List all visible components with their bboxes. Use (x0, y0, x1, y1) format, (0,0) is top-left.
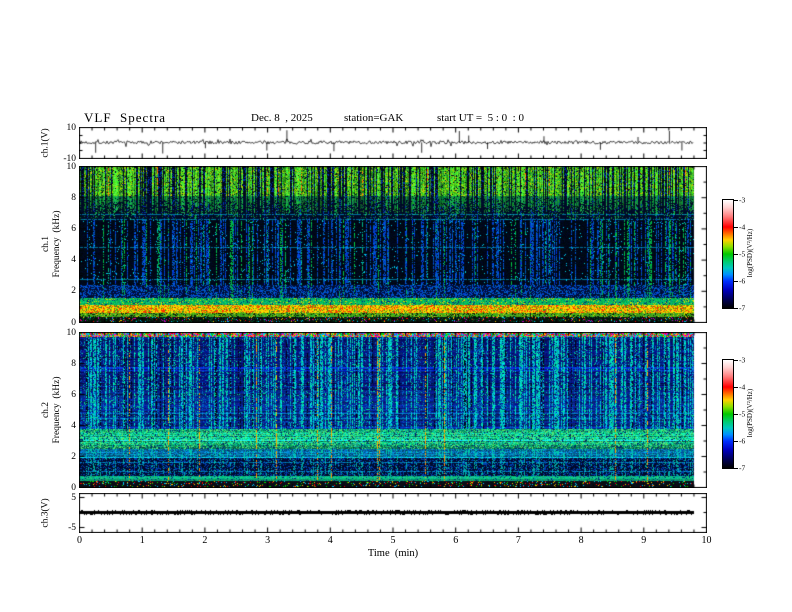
x-tick-label: 9 (641, 535, 647, 546)
colorbar-tick-label: -6 (739, 436, 746, 445)
y-tick-label: 8 (71, 192, 76, 203)
ch1-waveform-canvas (79, 127, 707, 159)
colorbar-label-ch1: log(PSD)(V²/Hz) (746, 228, 754, 278)
ch1-spectrogram-canvas (79, 166, 707, 323)
colorbar-ch2 (722, 359, 734, 469)
y-tick-label: 4 (71, 255, 76, 266)
plot-date: Dec. 8 , 2025 (251, 112, 313, 124)
x-tick-label: 2 (202, 535, 208, 546)
colorbar-tick-label: -5 (739, 249, 746, 258)
plot-station: station=GAK (344, 112, 404, 124)
panel-ch3-voltage (79, 493, 707, 533)
x-tick-label: 6 (453, 535, 459, 546)
y-tick-label: 6 (71, 389, 76, 400)
x-tick-label: 10 (701, 535, 712, 546)
x-tick-label: 1 (139, 535, 145, 546)
colorbar-tick-mark (734, 307, 738, 309)
ch1-frequency-axis-label-line2: Frequency (kHz) (52, 210, 62, 278)
ch2-frequency-axis-label-line2: Frequency (kHz) (52, 376, 62, 444)
colorbar-tick-label: -3 (739, 195, 746, 204)
y-tick-label: 4 (71, 420, 76, 431)
y-tick-label: 8 (71, 358, 76, 369)
x-tick-label: 5 (390, 535, 396, 546)
ch2-frequency-axis-label: ch.2 Frequency (kHz) (41, 376, 63, 443)
x-tick-label: 4 (327, 535, 333, 546)
x-tick-label: 8 (578, 535, 584, 546)
y-tick-label: 2 (71, 286, 76, 297)
panel-ch1-spectrogram (79, 166, 707, 323)
y-tick-label: 0 (71, 482, 76, 493)
ch1-frequency-axis-label: ch.1 Frequency (kHz) (41, 210, 63, 277)
colorbar-tick-mark (734, 440, 738, 442)
colorbar-tick-label: -7 (739, 303, 746, 312)
y-tick-label: 5 (71, 492, 76, 503)
colorbar-tick-mark (734, 226, 738, 228)
plot-title: VLF Spectra (84, 110, 167, 125)
y-tick-label: 6 (71, 223, 76, 234)
colorbar-tick-mark (734, 280, 738, 282)
y-tick-label: 10 (66, 327, 77, 338)
colorbar-label-ch2: log(PSD)(V²/Hz) (746, 388, 754, 438)
colorbar-tick-mark (734, 467, 738, 469)
colorbar-tick-label: -4 (739, 382, 746, 391)
colorbar-tick-label: -3 (739, 355, 746, 364)
colorbar-tick-mark (734, 413, 738, 415)
colorbar-tick-mark (734, 386, 738, 388)
y-tick-label: 10 (66, 161, 77, 172)
colorbar-gradient-ch2 (723, 360, 733, 468)
ch3-voltage-axis-label: ch.3(V) (40, 498, 51, 528)
x-tick-label: 7 (515, 535, 521, 546)
ch1-frequency-axis-label-line1: ch.1 (41, 235, 51, 253)
x-tick-label: 0 (77, 535, 82, 546)
x-tick-label: 3 (265, 535, 271, 546)
panel-ch1-voltage (79, 127, 707, 159)
ch1-voltage-axis-label: ch.1(V) (40, 128, 51, 158)
ch2-frequency-axis-label-line1: ch.2 (41, 401, 51, 419)
colorbar-tick-mark (734, 253, 738, 255)
panel-ch2-spectrogram (79, 332, 707, 488)
colorbar-ch1 (722, 199, 734, 309)
y-tick-label: 10 (66, 122, 77, 133)
ch3-waveform-canvas (79, 493, 707, 533)
colorbar-tick-mark (734, 199, 738, 201)
ch2-spectrogram-canvas (79, 332, 707, 488)
plot-start-ut: start UT = 5 : 0 : 0 (437, 112, 524, 124)
colorbar-gradient-ch1 (723, 200, 733, 308)
colorbar-tick-label: -5 (739, 409, 746, 418)
colorbar-tick-label: -7 (739, 463, 746, 472)
y-tick-label: -10 (63, 153, 76, 164)
y-tick-label: -5 (68, 522, 76, 533)
colorbar-tick-mark (734, 359, 738, 361)
time-axis-label: Time (min) (367, 548, 419, 559)
y-tick-label: 0 (71, 317, 76, 328)
colorbar-tick-label: -6 (739, 276, 746, 285)
y-tick-label: 2 (71, 451, 76, 462)
colorbar-tick-label: -4 (739, 222, 746, 231)
